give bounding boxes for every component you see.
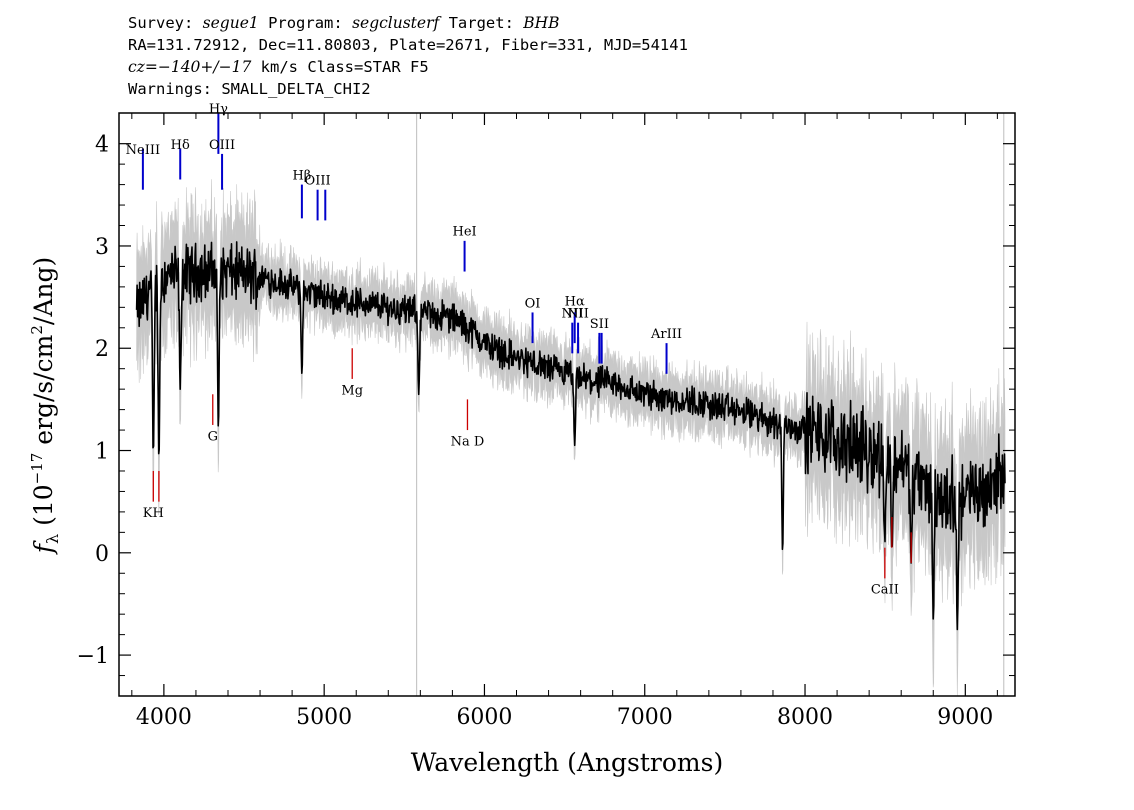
emission-line-label: OIII <box>209 138 235 153</box>
y-tick-label: −1 <box>77 644 109 669</box>
sky-lines <box>416 113 1005 696</box>
emission-line-label: SII <box>590 317 609 332</box>
y-tick-label: 0 <box>95 542 109 567</box>
y-tick-label: 3 <box>95 235 109 260</box>
absorption-line-label: KH <box>143 506 164 521</box>
survey-key: Survey: <box>128 14 203 32</box>
x-tick-label: 4000 <box>136 705 192 730</box>
x-tick-label: 9000 <box>937 705 993 730</box>
emission-line-label: OI <box>525 296 541 311</box>
header-line-redshift: cz=−140+/−17 km/s Class=STAR F5 <box>128 56 688 78</box>
axis-ticks: 4000 5000 6000 7000 8000 9000 −1 0 1 2 3 4 <box>77 113 1015 730</box>
emission-line-label: Hδ <box>171 138 190 153</box>
absorption-line-label: CaII <box>871 583 899 598</box>
y-axis-title-exp2: 2 <box>28 325 46 335</box>
flux-line <box>135 241 1006 631</box>
program-key: Program: <box>258 14 353 32</box>
cz-value: −140+/−17 <box>157 58 252 76</box>
emission-line-label: Hα <box>565 294 585 309</box>
emission-line-label: Hγ <box>209 102 228 117</box>
spectrum-header: Survey: segue1 Program: segclusterf Targ… <box>128 12 688 100</box>
emission-line-label: HeI <box>452 225 476 240</box>
class-value: km/s Class=STAR F5 <box>251 58 429 76</box>
header-line-warnings: Warnings: SMALL_DELTA_CHI2 <box>128 80 371 98</box>
emission-line-label: Hβ <box>292 168 311 183</box>
cz-key: cz= <box>128 58 158 76</box>
y-axis-title-text: fλ (10−17 erg/s/cm2/Ang) <box>28 257 62 556</box>
program-value: segclusterf <box>352 14 440 32</box>
emission-line-label: ArIII <box>650 327 682 342</box>
emission-line-label: NII <box>561 307 583 322</box>
y-axis-title: fλ (10−17 erg/s/cm2/Ang) <box>28 257 62 556</box>
target-value: BHB <box>523 14 560 32</box>
x-tick-label: 8000 <box>777 705 833 730</box>
y-axis-title-sub: λ <box>43 534 62 544</box>
plot-frame <box>118 112 1016 697</box>
y-axis-title-main: (10 <box>29 484 58 534</box>
survey-value: segue1 <box>202 14 259 32</box>
flux-series <box>135 241 1006 631</box>
x-tick-label: 5000 <box>296 705 352 730</box>
absorption-line-label: Mg <box>341 383 363 398</box>
absorption-line-label: G <box>208 429 218 444</box>
header-line-survey: Survey: segue1 Program: segclusterf Targ… <box>128 12 688 34</box>
y-axis-title-prefix: f <box>29 540 58 555</box>
x-axis-title: Wavelength (Angstroms) <box>411 748 723 777</box>
header-line-coords: RA=131.72912, Dec=11.80803, Plate=2671, … <box>128 36 688 54</box>
y-axis-title-end: /Ang) <box>29 257 58 325</box>
absorption-line-label: Na D <box>451 434 485 449</box>
emission-line-label: NII <box>567 307 589 322</box>
noise-band <box>136 179 1006 696</box>
x-tick-label: 6000 <box>456 705 512 730</box>
emission-line-label: OIII <box>305 174 331 189</box>
emission-line-label: NeIII <box>126 143 160 158</box>
x-tick-label: 7000 <box>617 705 673 730</box>
noise-envelope <box>136 179 1006 696</box>
y-tick-label: 1 <box>95 440 109 465</box>
y-tick-label: 4 <box>95 133 109 158</box>
y-axis-title-exp: −17 <box>28 453 46 485</box>
y-tick-label: 2 <box>95 337 109 362</box>
target-key: Target: <box>439 14 524 32</box>
y-axis-title-mid: erg/s/cm <box>29 334 58 452</box>
